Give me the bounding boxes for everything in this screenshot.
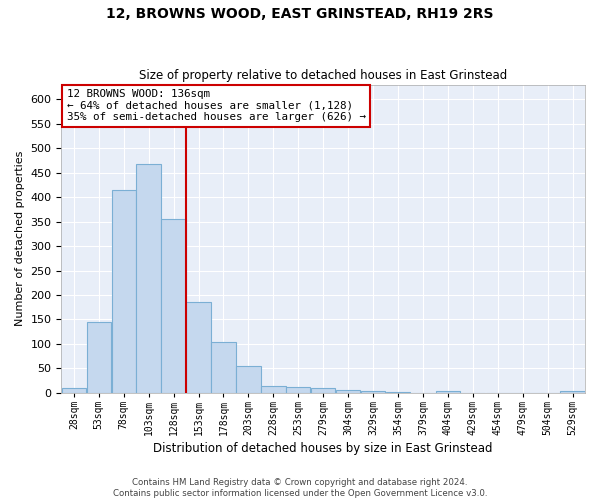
Bar [187,302,211,393]
Y-axis label: Number of detached properties: Number of detached properties [15,151,25,326]
Bar [336,390,361,393]
Bar [261,386,286,393]
Text: 12 BROWNS WOOD: 136sqm
← 64% of detached houses are smaller (1,128)
35% of semi-: 12 BROWNS WOOD: 136sqm ← 64% of detached… [67,89,365,122]
Title: Size of property relative to detached houses in East Grinstead: Size of property relative to detached ho… [139,69,508,82]
Bar [161,219,186,393]
Bar [136,164,161,393]
Bar [236,366,260,393]
Bar [112,190,136,393]
Text: 12, BROWNS WOOD, EAST GRINSTEAD, RH19 2RS: 12, BROWNS WOOD, EAST GRINSTEAD, RH19 2R… [106,8,494,22]
Text: Contains HM Land Registry data © Crown copyright and database right 2024.
Contai: Contains HM Land Registry data © Crown c… [113,478,487,498]
Bar [86,322,111,393]
X-axis label: Distribution of detached houses by size in East Grinstead: Distribution of detached houses by size … [154,442,493,455]
Bar [560,391,585,393]
Bar [436,392,460,393]
Bar [361,392,385,393]
Bar [211,342,236,393]
Bar [386,392,410,393]
Bar [62,388,86,393]
Bar [311,388,335,393]
Bar [286,387,310,393]
